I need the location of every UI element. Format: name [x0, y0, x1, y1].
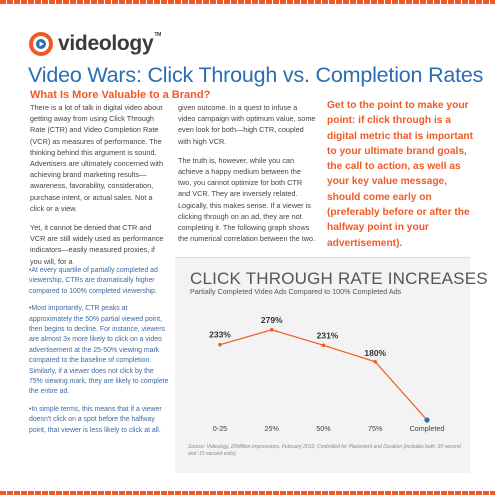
data-point [373, 360, 378, 364]
bullet-item: •At every quartile of partially complete… [29, 267, 158, 295]
top-decorative-stripe [0, 0, 495, 4]
data-point [424, 417, 430, 423]
ctr-series-line [219, 329, 428, 421]
body-paragraph: There is a lot of talk in digital video … [30, 103, 164, 213]
x-tick-label: 0-25 [213, 424, 227, 433]
bullet-list: •At every quartile of partially complete… [29, 266, 169, 443]
chart-subtitle: Partially Completed Video Ads Compared t… [190, 287, 402, 296]
logo-wordmark: videologyTM [58, 32, 161, 55]
body-column-2: given outcome. In a quest to infuse a vi… [178, 102, 316, 252]
body-paragraph: Yet, it cannot be denied that CTR and VC… [30, 223, 164, 266]
x-tick-label: Completed [410, 424, 445, 433]
videology-logo-icon [29, 32, 53, 56]
data-point [218, 342, 222, 347]
data-label: 180% [364, 348, 386, 358]
data-label: 233% [209, 330, 231, 340]
x-tick-label: 75% [368, 424, 383, 433]
x-tick-label: 50% [316, 424, 331, 433]
page-title: Video Wars: Click Through vs. Completion… [28, 63, 484, 87]
body-paragraph: given outcome. In a quest to infuse a vi… [178, 103, 316, 146]
bullet-item: •In simple terms, this means that if a v… [29, 405, 162, 434]
body-column-1: There is a lot of talk in digital video … [30, 102, 168, 275]
bottom-decorative-stripe [0, 491, 495, 495]
videology-logo: videologyTM [28, 30, 161, 58]
body-paragraph: The truth is, however, while you can ach… [178, 155, 316, 244]
bullet-item: •Most importantly, CTR peaks at approxim… [29, 305, 169, 396]
line-chart: 233% 0-25 279% 25% 231% 50% 180% 75% Completed [209, 315, 445, 433]
chart-source-note: Source: Videology, 20Million Impressions… [188, 444, 461, 457]
pull-quote: Get to the point to make your point: if … [327, 100, 474, 249]
page-subtitle: What Is More Valuable to a Brand? [30, 89, 211, 101]
data-point [269, 327, 274, 332]
data-label: 231% [317, 330, 339, 340]
x-tick-label: 25% [265, 424, 280, 433]
chart-panel: 233% 0-25 279% 25% 231% 50% 180% 75% Completed C… [175, 257, 488, 473]
chart-title: CLICK THROUGH RATE INCREASES [190, 269, 488, 288]
data-label: 279% [261, 315, 283, 325]
data-point [321, 343, 326, 348]
